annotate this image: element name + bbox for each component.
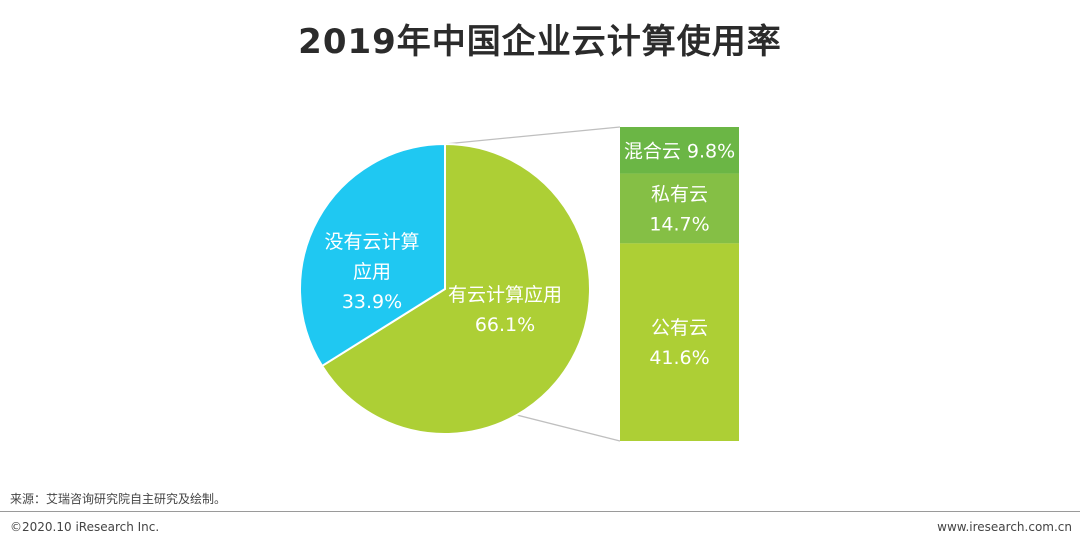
pie-value-no-cloud: 33.9% [342, 291, 402, 313]
source-note: 来源：艾瑞咨询研究院自主研究及绘制。 [10, 492, 227, 506]
bar-segment-hybrid [620, 127, 739, 174]
footer-divider [0, 511, 1080, 512]
pie-value-cloud: 66.1% [475, 314, 535, 336]
bar-value-private: 14.7% [649, 213, 709, 235]
pie-slice-cloud [320, 142, 591, 435]
copyright: ©2020.10 iResearch Inc. [10, 520, 160, 534]
bar-label-public: 公有云 [651, 317, 708, 339]
pie-label-no-cloud: 没有云计算 [324, 231, 419, 253]
bar-segment-private [620, 173, 739, 244]
connector-line-top [444, 126, 621, 145]
pie-label-no-cloud-line2: 应用 [353, 261, 391, 283]
bar-segment-public [620, 243, 739, 441]
website: www.iresearch.com.cn [937, 520, 1072, 534]
bar-label-hybrid: 混合云 9.8% [624, 140, 735, 162]
pie-slice-no-cloud [299, 142, 446, 368]
chart-title: 2019年中国企业云计算使用率 [298, 22, 782, 62]
bar-value-public: 41.6% [649, 347, 709, 369]
bar-label-private: 私有云 [651, 183, 708, 205]
pie-label-cloud: 有云计算应用 [448, 284, 562, 306]
